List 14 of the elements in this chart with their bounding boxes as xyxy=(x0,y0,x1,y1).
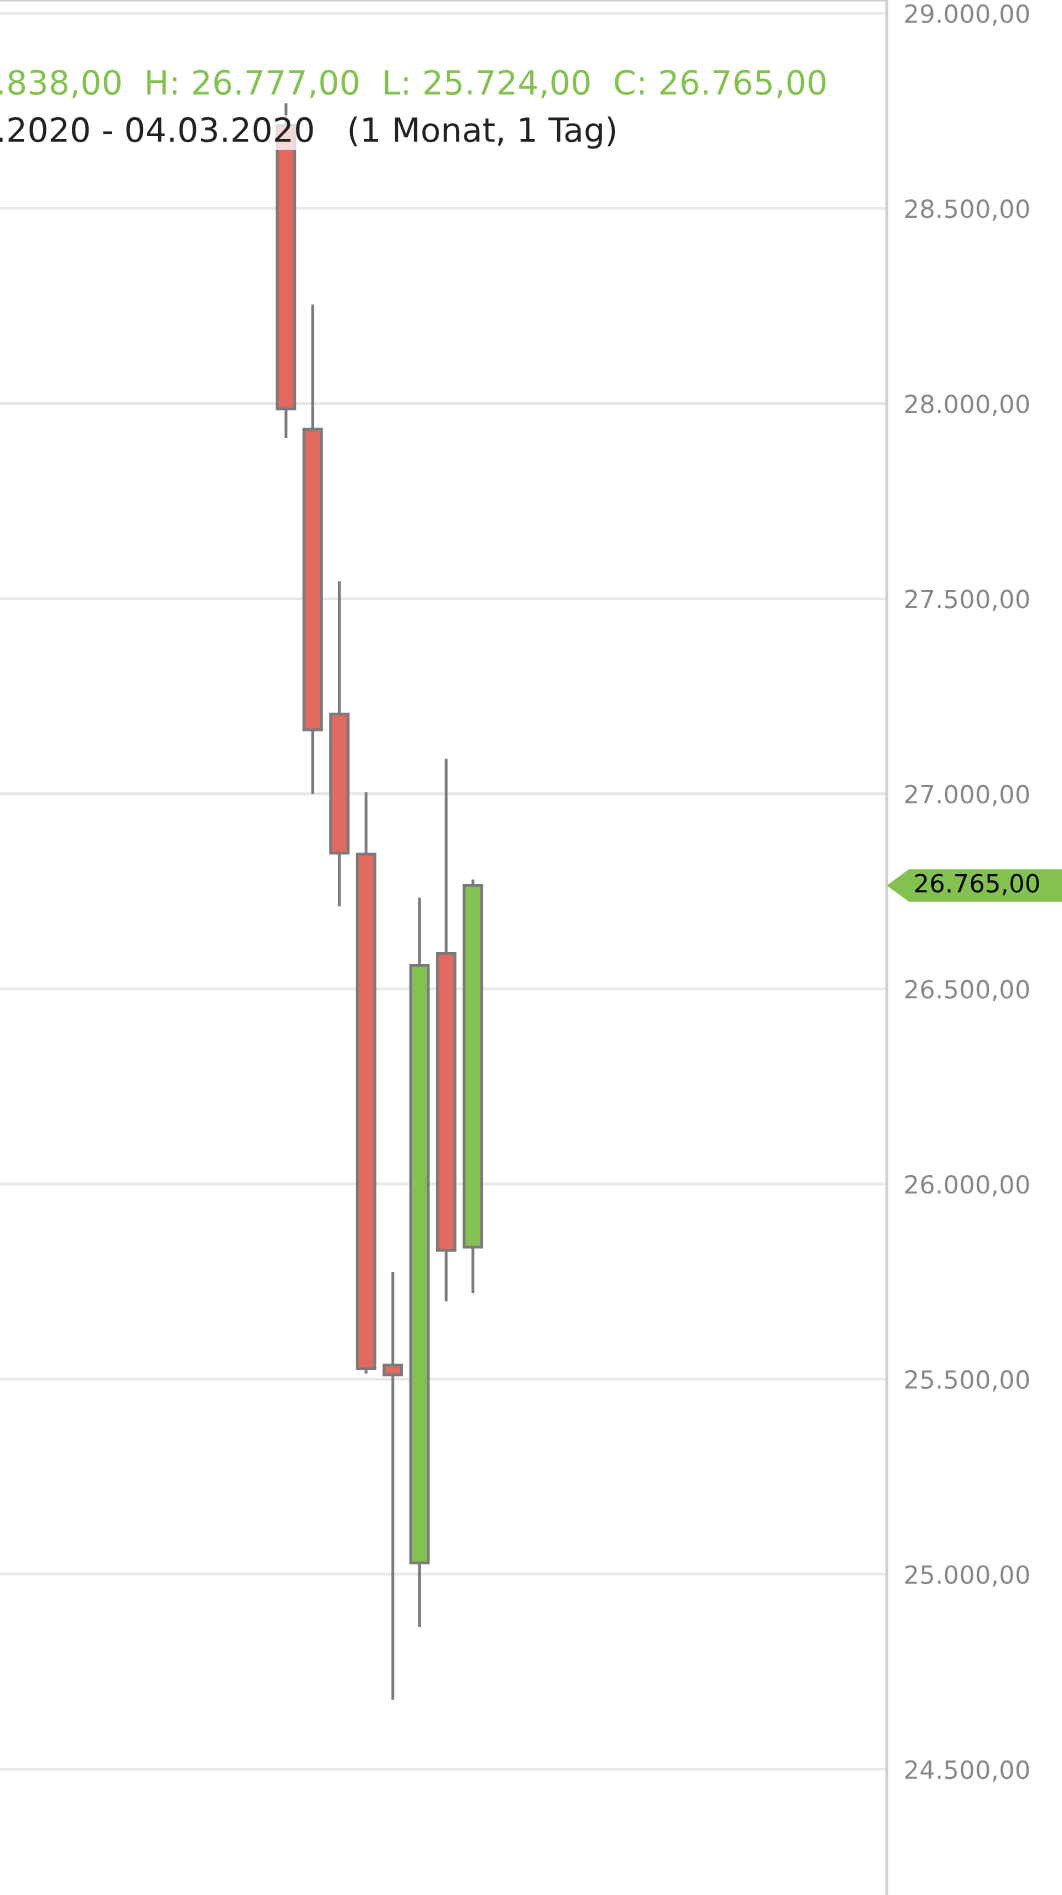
text: 26.765,00 xyxy=(915,873,1039,896)
y-tick-label: 25.500,00 xyxy=(905,1370,1030,1392)
annotation: .838,00 H: 26.777,00 L: 25.724,00 C: 26.765,00 xyxy=(0,69,826,99)
y-tick-label: 28.000,00 xyxy=(905,394,1030,416)
y-tick-label: 28.500,00 xyxy=(905,199,1030,221)
annotation: .2020 - 04.03.2020 (1 Monat, 1 Tag) xyxy=(0,116,616,149)
y-tick-label: 27.500,00 xyxy=(905,589,1030,612)
y-tick-label: 26.500,00 xyxy=(905,979,1030,1002)
y-tick-label: 29.000,00 xyxy=(905,4,1030,26)
y-tick-label: 25.000,00 xyxy=(905,1565,1030,1587)
y-tick-label: 27.000,00 xyxy=(905,784,1030,807)
candlestick xyxy=(382,1271,403,1700)
y-tick-label: 26.000,00 xyxy=(905,1174,1030,1197)
y-tick-label: 24.500,00 xyxy=(905,1760,1030,1782)
